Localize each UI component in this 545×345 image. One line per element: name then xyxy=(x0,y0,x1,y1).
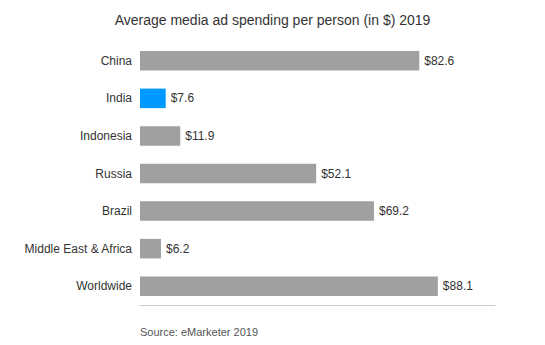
svg-text:China: China xyxy=(101,54,133,68)
svg-text:Russia: Russia xyxy=(95,167,132,181)
svg-text:$88.1: $88.1 xyxy=(443,279,473,293)
svg-text:$69.2: $69.2 xyxy=(379,204,409,218)
svg-text:$7.6: $7.6 xyxy=(171,91,195,105)
svg-text:Source: eMarketer 2019: Source: eMarketer 2019 xyxy=(140,326,258,338)
svg-text:Brazil: Brazil xyxy=(102,204,132,218)
svg-text:Average media ad spending per: Average media ad spending per person (in… xyxy=(115,12,431,28)
svg-text:$52.1: $52.1 xyxy=(321,167,351,181)
svg-text:Indonesia: Indonesia xyxy=(80,129,132,143)
svg-text:$6.2: $6.2 xyxy=(166,242,190,256)
svg-text:$82.6: $82.6 xyxy=(424,54,454,68)
svg-text:$11.9: $11.9 xyxy=(185,129,214,143)
svg-text:Middle East & Africa: Middle East & Africa xyxy=(25,242,133,256)
svg-text:India: India xyxy=(106,91,132,105)
svg-text:Worldwide: Worldwide xyxy=(76,279,132,293)
